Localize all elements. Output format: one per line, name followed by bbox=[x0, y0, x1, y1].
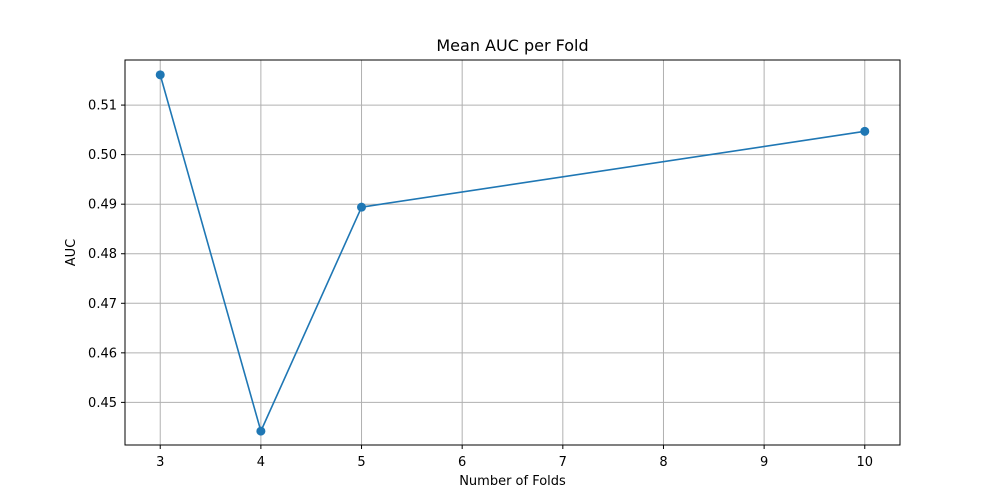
y-tick-label: 0.50 bbox=[88, 148, 117, 163]
x-axis-label: Number of Folds bbox=[459, 474, 566, 489]
data-point bbox=[357, 202, 367, 212]
data-point bbox=[860, 126, 870, 136]
y-axis-label: AUC bbox=[64, 239, 79, 267]
x-tick-label: 5 bbox=[357, 455, 365, 470]
data-point bbox=[155, 70, 165, 80]
x-tick-label: 9 bbox=[760, 455, 768, 470]
y-tick-label: 0.46 bbox=[88, 346, 117, 361]
data-point bbox=[256, 426, 266, 436]
series-layer bbox=[155, 70, 870, 436]
chart-title: Mean AUC per Fold bbox=[436, 36, 588, 55]
y-tick-label: 0.48 bbox=[88, 247, 117, 262]
x-axis-ticks: 3 4 5 6 7 8 9 10 bbox=[156, 445, 873, 470]
y-tick-label: 0.51 bbox=[88, 99, 117, 114]
y-tick-label: 0.45 bbox=[88, 396, 117, 411]
y-tick-label: 0.49 bbox=[88, 198, 117, 213]
y-axis-ticks: 0.45 0.46 0.47 0.48 0.49 0.50 0.51 bbox=[88, 99, 125, 411]
x-tick-label: 3 bbox=[156, 455, 164, 470]
x-tick-label: 7 bbox=[559, 455, 567, 470]
x-tick-label: 4 bbox=[257, 455, 265, 470]
series-line bbox=[159, 74, 865, 432]
x-tick-label: 10 bbox=[856, 455, 873, 470]
grid-lines bbox=[125, 60, 900, 445]
x-tick-label: 6 bbox=[458, 455, 466, 470]
plot-frame bbox=[124, 59, 901, 446]
y-tick-label: 0.47 bbox=[88, 297, 117, 312]
x-tick-label: 8 bbox=[659, 455, 667, 470]
